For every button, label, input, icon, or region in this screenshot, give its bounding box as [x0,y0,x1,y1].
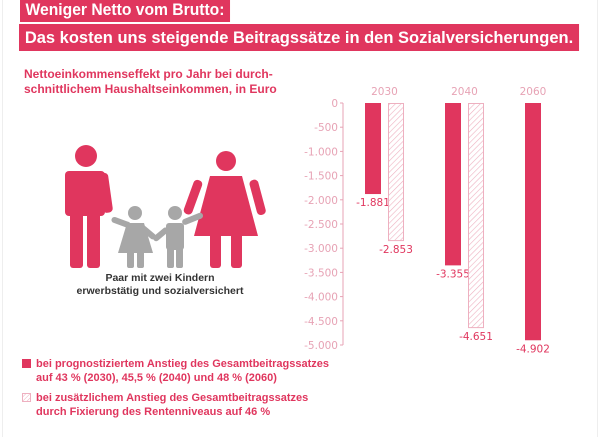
bar-chart: 0 -500 -1.000 -1.500 -2.000 -2.500 -3.000 -3.50… [304,86,550,355]
legend-line-2: durch Fixierung des Rentenniveaus auf 46… [36,406,271,418]
y-tick-label: -2.000 [304,195,338,207]
mother-icon [183,151,266,268]
subtitle-line-2: schnittlichem Haushaltseinkommen, in Eur… [24,82,277,96]
y-tick-label: -3.000 [304,243,338,255]
title-line-2: Das kosten uns steigende Beitragssätze i… [19,24,579,51]
chart-subtitle: Nettoeinkommenseffekt pro Jahr bei durch… [24,67,314,97]
category-label: 2040 [451,86,478,98]
legend-swatch-solid [22,359,31,368]
category-label: 2030 [371,86,398,98]
father-icon [65,145,113,268]
legend-swatch-hatched [22,393,31,402]
figure-caption: Paar mit zwei Kindern erwerbstätig und s… [60,272,260,298]
data-label: -1.881 [356,197,390,209]
caption-line-1: Paar mit zwei Kindern [105,272,215,284]
child-boy-icon [153,206,203,268]
y-tick-label: -1.500 [304,171,338,183]
data-label: -4.651 [459,331,493,343]
legend-line-1: bei zusätzlichem Anstieg des Gesamtbeitr… [36,392,309,404]
child-girl-icon [111,206,156,268]
bar-solid [445,103,461,266]
y-tick-label: -3.500 [304,267,338,279]
data-label: -2.853 [379,244,413,256]
y-tick-label: -500 [314,122,338,134]
bar-hatched [388,103,404,242]
bar-hatched [468,103,484,329]
bar-solid [365,103,381,195]
y-tick-label: -5.000 [304,340,338,352]
title-line-1: Weniger Netto vom Brutto: [20,0,230,22]
y-tick-label: -2.500 [304,219,338,231]
y-tick-label: -4.500 [304,316,338,328]
y-tick-label: 0 [331,98,338,110]
family-icon [65,145,266,268]
legend-line-1: bei prognostiziertem Anstieg des Gesamtb… [36,358,330,370]
subtitle-line-1: Nettoeinkommenseffekt pro Jahr bei durch… [24,67,273,81]
category-label: 2060 [520,86,547,98]
data-label: -4.902 [516,343,550,355]
caption-line-2: erwerbstätig und sozialversichert [76,285,244,297]
y-tick-label: -1.000 [304,146,338,158]
legend-line-2: auf 43 % (2030), 45,5 % (2040) und 48 % … [36,372,277,384]
data-label: -3.355 [436,268,470,280]
y-tick-label: -4.000 [304,292,338,304]
bar-solid [525,103,541,341]
